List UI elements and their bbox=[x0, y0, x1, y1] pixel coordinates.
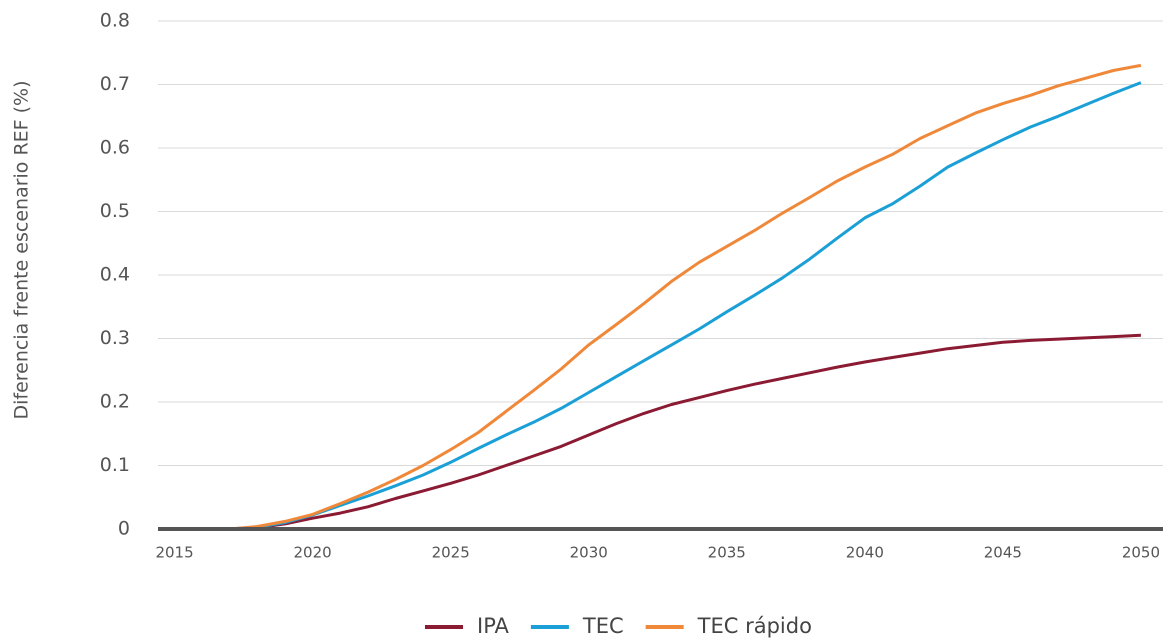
legend-label: TEC rápido bbox=[697, 614, 812, 638]
y-tick-label: 0.7 bbox=[100, 73, 130, 95]
y-tick-label: 0.2 bbox=[100, 391, 130, 413]
line-series bbox=[174, 63, 1142, 531]
y-tick-label: 0 bbox=[118, 518, 130, 540]
y-tick-label: 0.1 bbox=[100, 454, 130, 476]
y-tick-label: 0.6 bbox=[100, 137, 130, 159]
y-axis-label: Diferencia frente escenario REF (%) bbox=[11, 80, 33, 419]
x-tick-label: 2035 bbox=[708, 544, 746, 562]
x-tick-label: 2040 bbox=[846, 544, 884, 562]
y-tick-label: 0.8 bbox=[100, 10, 130, 32]
y-tick-label: 0.5 bbox=[100, 200, 130, 222]
legend-label: TEC bbox=[582, 614, 624, 638]
x-tick-label: 2020 bbox=[294, 544, 332, 562]
x-tick-label: 2015 bbox=[155, 544, 193, 562]
x-tick-label: 2045 bbox=[984, 544, 1022, 562]
x-tick-label: 2030 bbox=[570, 544, 608, 562]
y-tick-label: 0.4 bbox=[100, 264, 130, 286]
line-series bbox=[174, 81, 1142, 531]
y-tick-label: 0.3 bbox=[100, 327, 130, 349]
line-series bbox=[174, 333, 1141, 531]
legend-label: IPA bbox=[477, 614, 510, 638]
x-tick-label: 2025 bbox=[432, 544, 470, 562]
x-tick-label: 2050 bbox=[1122, 544, 1160, 562]
